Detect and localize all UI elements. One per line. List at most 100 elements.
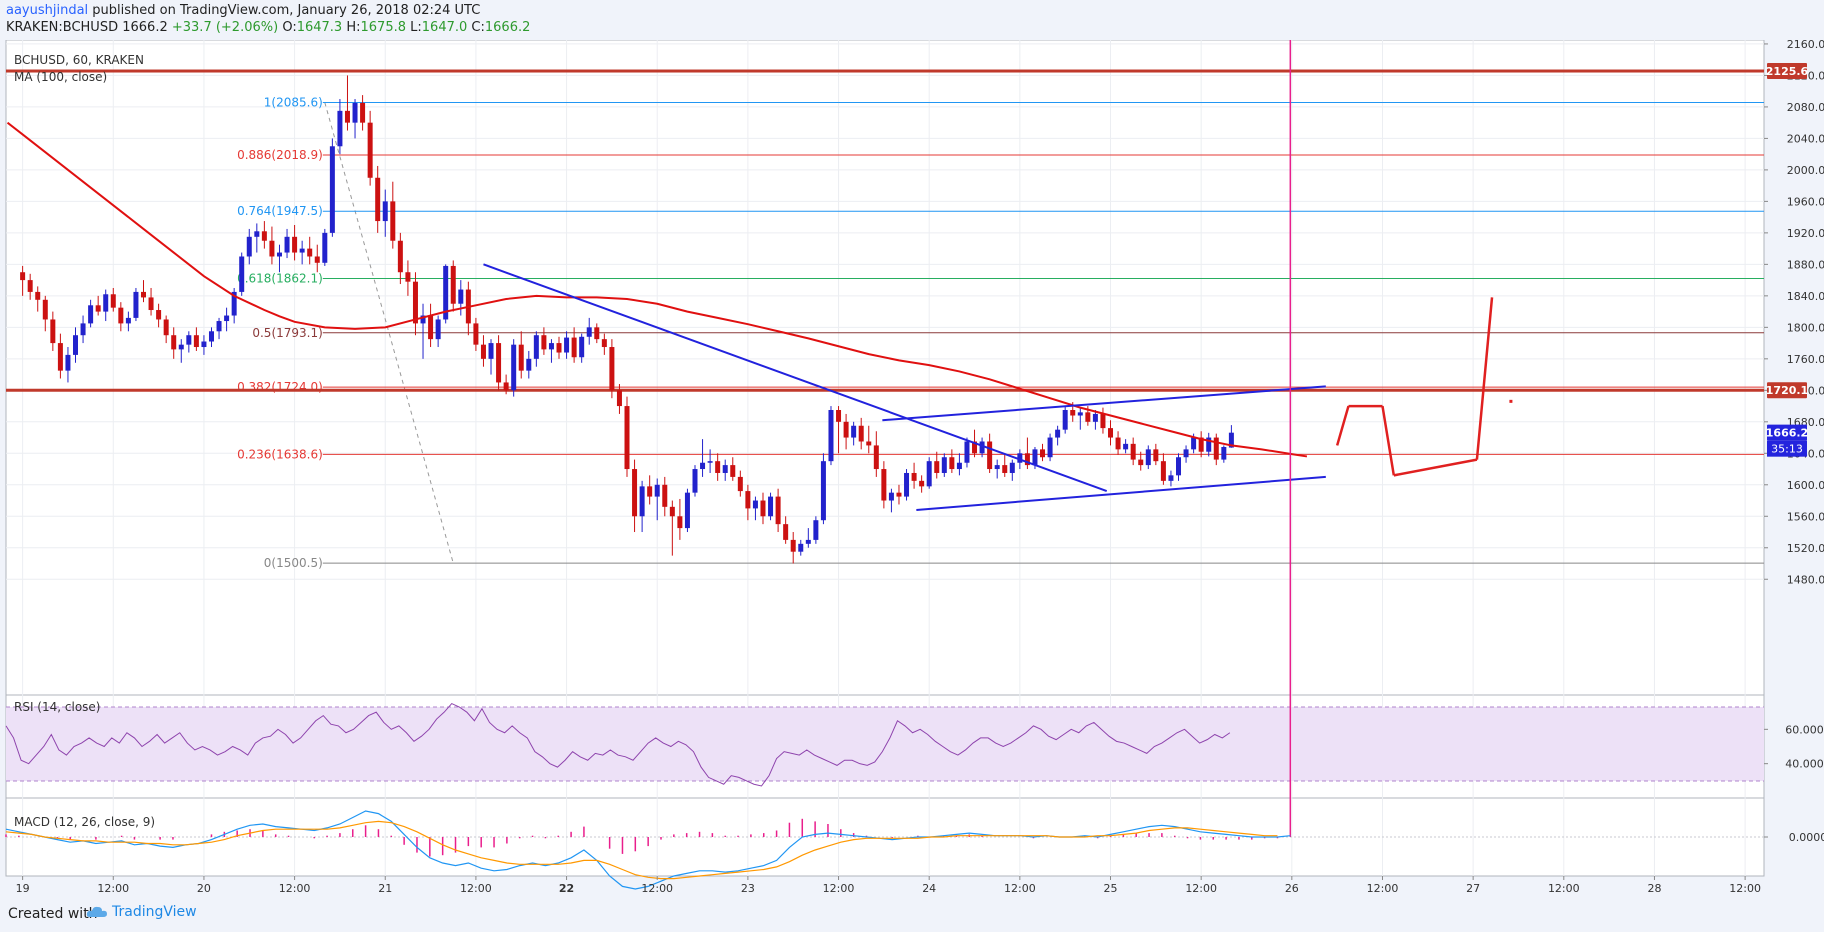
candle-body	[322, 232, 328, 263]
time-axis-label: 12:00	[279, 882, 311, 895]
candle-body	[654, 484, 660, 497]
price-axis-label: 1800.0	[1787, 321, 1824, 334]
candle-body	[760, 500, 766, 517]
candle-body	[768, 496, 774, 517]
candle-body	[352, 102, 358, 123]
time-axis-label: 12:00	[97, 882, 129, 895]
candle-body	[1100, 413, 1106, 429]
time-axis-label: 19	[16, 882, 30, 895]
candle-body	[450, 265, 456, 304]
candle-body	[95, 305, 101, 312]
candle-body	[926, 461, 932, 487]
rsi-legend: RSI (14, close)	[14, 700, 100, 714]
price-axis-label: 2160.0	[1787, 40, 1824, 51]
candle-body	[873, 445, 879, 470]
candle-body	[1145, 449, 1151, 466]
time-axis-label: 12:00	[460, 882, 492, 895]
rsi-axis-label: 60.0000	[1785, 723, 1824, 736]
candle-body	[329, 146, 335, 233]
candle-body	[820, 461, 826, 521]
candle-body	[1198, 437, 1204, 452]
candle-body	[420, 315, 426, 324]
candle-body	[186, 335, 192, 345]
candle-body	[979, 441, 985, 454]
candle-body	[276, 252, 282, 257]
projection-path-segment	[1381, 405, 1396, 476]
candle-body	[639, 486, 645, 517]
candle-body	[790, 539, 796, 552]
open-label: O:	[282, 20, 297, 35]
candle-body	[700, 462, 706, 470]
rsi-band	[6, 707, 1764, 781]
time-axis-label: 23	[741, 882, 755, 895]
candle-body	[904, 472, 910, 497]
trendline	[916, 475, 1326, 511]
candle-body	[299, 248, 305, 253]
candle-body	[118, 307, 124, 324]
macd-axis-label: 0.0000	[1789, 831, 1824, 844]
candle-body	[314, 256, 320, 263]
candle-body	[1032, 449, 1038, 466]
candle-body	[73, 335, 79, 355]
fib-level-label: 0.886(2018.9)	[237, 148, 323, 162]
price-axis-label: 1480.0	[1787, 573, 1824, 586]
candle-body	[752, 500, 758, 509]
candle-body	[231, 291, 237, 316]
projection-path-segment	[1475, 297, 1494, 460]
horizontal-level-line	[6, 69, 1764, 73]
time-axis-label: 12:00	[1185, 882, 1217, 895]
time-axis-label: 12:00	[641, 882, 673, 895]
time-axis-label: 25	[1104, 882, 1118, 895]
candle-body	[541, 335, 547, 350]
candle-body	[987, 441, 993, 470]
candle-body	[193, 335, 199, 348]
tradingview-link[interactable]: TradingView	[86, 904, 197, 920]
candle-body	[496, 343, 502, 383]
candle-body	[556, 343, 562, 353]
candle-body	[805, 539, 811, 544]
candle-body	[1017, 453, 1023, 463]
candle-body	[503, 382, 509, 391]
candle-body	[201, 341, 207, 348]
candle-body	[843, 421, 849, 438]
candle-body	[609, 347, 615, 391]
candle-body	[1077, 412, 1083, 416]
close-value: 1666.2	[484, 20, 531, 35]
candle-body	[284, 236, 290, 253]
candle-body	[1168, 475, 1174, 481]
ma-legend: MA (100, close)	[14, 70, 107, 84]
price-axis-label: 1600.0	[1787, 479, 1824, 492]
candle-body	[722, 465, 728, 473]
trading-chart[interactable]: 1(2085.6) 0.886(2018.9) 0.764(1947.5) 0.618…	[0, 40, 1824, 896]
fib-level-label: 0.236(1638.6)	[237, 447, 323, 461]
author-link[interactable]: aayushjindal	[6, 3, 89, 18]
candle-body	[269, 240, 275, 257]
candle-body	[1070, 410, 1076, 416]
time-axis-label: 12:00	[823, 882, 855, 895]
candle-body	[1213, 437, 1219, 460]
candle-body	[1108, 428, 1114, 438]
candle-body	[397, 240, 403, 273]
candle-body	[586, 327, 592, 337]
candle-body	[1123, 443, 1129, 450]
candle-body	[956, 462, 962, 470]
candle-body	[647, 486, 653, 497]
candle-body	[443, 265, 449, 320]
candle-body	[103, 294, 109, 312]
macd-signal-line	[5, 820, 1278, 880]
candle-body	[360, 102, 366, 123]
candle-body	[344, 110, 350, 123]
time-axis-label: 27	[1466, 882, 1480, 895]
time-axis-label: 22	[559, 882, 574, 895]
candle-body	[1221, 447, 1227, 460]
level-price-tag-label: 1720.1	[1766, 384, 1808, 397]
candle-body	[964, 441, 970, 463]
candle-body	[737, 476, 743, 492]
candle-body	[662, 484, 668, 507]
quote-line: KRAKEN:BCHUSD 1666.2 +33.7 (+2.06%) O:16…	[6, 20, 530, 35]
candle-body	[1092, 413, 1098, 422]
candle-body	[1115, 437, 1121, 450]
chart-title: BCHUSD, 60, KRAKEN	[14, 53, 144, 67]
candle-body	[171, 335, 177, 350]
candle-body	[1228, 432, 1234, 448]
